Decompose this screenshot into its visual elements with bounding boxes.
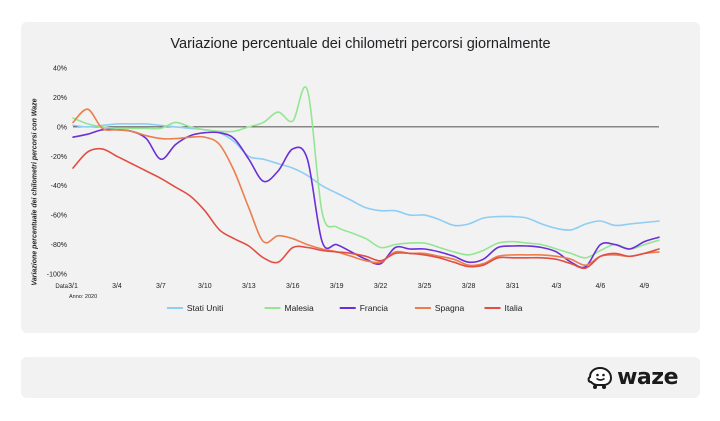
- y-tick-label: 20%: [53, 95, 67, 102]
- chart-title: Variazione percentuale dei chilometri pe…: [170, 36, 551, 52]
- series-line-stati-uniti: [72, 123, 660, 231]
- x-tick-label: 3/1: [68, 283, 78, 290]
- x-tick-label: 3/22: [374, 283, 388, 290]
- y-tick-label: -100%: [47, 272, 67, 279]
- x-tick-label: 3/7: [156, 283, 166, 290]
- x-tick-label: 3/16: [286, 283, 300, 290]
- x-tick-label: 3/19: [330, 283, 344, 290]
- legend-label: Stati Uniti: [187, 303, 223, 313]
- legend-label: Malesia: [285, 303, 315, 313]
- x-axis-label: Data: [55, 284, 68, 290]
- footer-panel: waze: [21, 357, 700, 398]
- x-tick-label: 4/9: [639, 283, 649, 290]
- legend-label: Spagna: [435, 303, 465, 313]
- x-tick-label: 3/25: [418, 283, 432, 290]
- x-tick-label: 3/4: [112, 283, 122, 290]
- legend-label: Italia: [505, 303, 523, 313]
- series-line-malesia: [72, 86, 660, 259]
- x-tick-label: 3/31: [506, 283, 520, 290]
- y-tick-label: 40%: [53, 66, 67, 73]
- waze-wordmark: waze: [617, 365, 678, 390]
- series-line-francia: [72, 128, 660, 269]
- y-tick-label: -80%: [51, 242, 67, 249]
- x-tick-label: 4/3: [552, 283, 562, 290]
- waze-logo: waze: [587, 365, 678, 391]
- y-tick-label: -40%: [51, 183, 67, 190]
- series-line-italia: [72, 147, 660, 270]
- x-tick-label: 3/28: [462, 283, 476, 290]
- legend-label: Francia: [360, 303, 389, 313]
- x-tick-label: 3/13: [242, 283, 256, 290]
- x-tick-label: 3/10: [198, 283, 212, 290]
- line-chart: 40% 20% 0% -20% -40% -60% -80% -100%3/1 3/4 3/7 3/…: [47, 66, 660, 313]
- y-tick-label: -20%: [51, 154, 67, 161]
- y-tick-label: 0%: [57, 124, 67, 131]
- series-line-spagna: [72, 108, 660, 267]
- waze-smiley-icon: [587, 366, 613, 389]
- y-tick-label: -60%: [51, 213, 67, 220]
- chart-panel: Variazione percentuale dei chilometri pe…: [21, 22, 700, 333]
- year-label: Anno: 2020: [69, 294, 97, 300]
- x-tick-label: 4/6: [596, 283, 606, 290]
